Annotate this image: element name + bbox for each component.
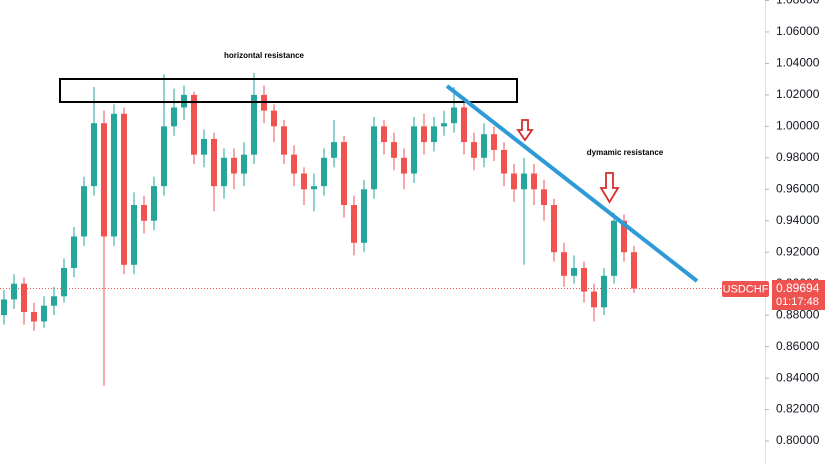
candle-body	[581, 267, 587, 292]
y-tick-label: 0.98000	[776, 150, 820, 164]
y-tick-label: 0.80000	[776, 433, 820, 447]
candle-body	[281, 126, 287, 155]
resistance-box	[59, 78, 518, 103]
candle-body	[1, 299, 7, 316]
candle-body	[301, 173, 307, 190]
candle-body	[21, 283, 27, 313]
candle-body	[411, 126, 417, 174]
trend-line	[445, 84, 699, 283]
candle-body	[381, 126, 387, 143]
candle-body	[321, 157, 327, 187]
candle-body	[601, 275, 607, 308]
candle-body	[61, 267, 67, 297]
y-tick-label: 1.08000	[776, 0, 820, 7]
y-tick-label: 1.04000	[776, 56, 820, 70]
candle-body	[231, 157, 237, 174]
candle-body	[521, 173, 527, 190]
y-tick-label: 0.82000	[776, 402, 820, 416]
candle-body	[401, 157, 407, 174]
candle-body	[271, 110, 277, 127]
candle-body	[311, 186, 317, 190]
candle-body	[441, 123, 447, 127]
candle-body	[51, 296, 57, 306]
y-tick-label: 1.00000	[776, 119, 820, 133]
candle-body	[11, 283, 17, 300]
candle-body	[431, 126, 437, 143]
candle-body	[331, 142, 337, 158]
candle-body	[611, 220, 617, 276]
y-tick-label: 0.92000	[776, 244, 820, 258]
candle-body	[41, 305, 47, 322]
plot-area: 0.800000.820000.840000.860000.880000.900…	[0, 0, 820, 447]
arrow	[599, 172, 620, 204]
y-tick-label: 0.94000	[776, 213, 820, 227]
candle-body	[511, 173, 517, 190]
candle-body	[621, 220, 627, 253]
candle-body	[121, 113, 127, 265]
candle-body	[391, 142, 397, 158]
candle-body	[291, 154, 297, 174]
candle-body	[81, 186, 87, 237]
candle-body	[551, 205, 557, 253]
candle-body	[541, 189, 547, 206]
y-tick-label: 0.88000	[776, 307, 820, 321]
candle-body	[71, 236, 77, 268]
candle-body	[201, 138, 207, 155]
arrow	[516, 119, 534, 142]
candle-body	[561, 252, 567, 276]
candle-body	[461, 107, 467, 143]
y-tick-label: 0.84000	[776, 370, 820, 384]
countdown: 01:17:48	[776, 296, 819, 308]
candle-body	[211, 138, 217, 187]
candle-body	[591, 291, 597, 308]
candle-body	[171, 107, 177, 127]
candle-body	[111, 113, 117, 237]
y-tick-label: 0.86000	[776, 339, 820, 353]
y-tick-label: 0.96000	[776, 181, 820, 195]
candle-body	[141, 205, 147, 221]
candle-body	[101, 123, 107, 237]
price-tag	[772, 280, 825, 310]
candle-body	[371, 126, 377, 190]
candle-body	[341, 142, 347, 206]
candle-body	[221, 157, 227, 187]
candle-body	[571, 267, 577, 276]
symbol-label: USDCHF	[723, 283, 769, 295]
candle-body	[251, 94, 257, 155]
price-label: 0.89694	[776, 281, 820, 295]
candle-body	[421, 126, 427, 143]
y-tick-label: 1.02000	[776, 87, 820, 101]
symbol-tag	[722, 281, 769, 297]
candle-body	[531, 173, 537, 190]
candle-body	[631, 252, 637, 289]
candle-body	[361, 189, 367, 243]
annotation: dymamic resistance	[587, 148, 664, 157]
candle-body	[31, 312, 37, 322]
candle-body	[351, 205, 357, 243]
candle-body	[471, 142, 477, 158]
candle-body	[501, 149, 507, 174]
y-tick-label: 1.06000	[776, 24, 820, 38]
candle-body	[491, 134, 497, 150]
candle-body	[481, 134, 487, 158]
annotation: horizontal resistance	[224, 51, 305, 60]
candle-body	[131, 205, 137, 265]
candle-body	[161, 126, 167, 187]
candle-body	[91, 123, 97, 187]
candle-body	[241, 154, 247, 174]
candle-body	[151, 186, 157, 221]
candle-body	[191, 94, 197, 155]
candle-body	[451, 107, 457, 124]
